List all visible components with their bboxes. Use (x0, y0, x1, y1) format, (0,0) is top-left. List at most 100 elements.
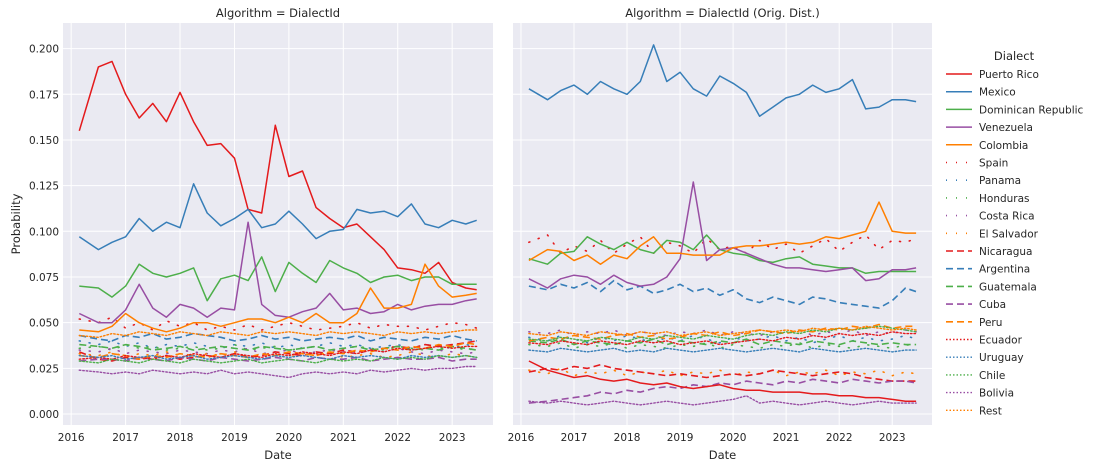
x-tick-label: 2019 (667, 432, 694, 444)
legend-item: Argentina (946, 264, 1030, 276)
x-tick-label: 2021 (773, 432, 800, 444)
legend-label: Ecuador (979, 335, 1023, 347)
x-tick-label: 2017 (561, 432, 588, 444)
series-line-cuba (528, 378, 917, 404)
series-line-costa-rica (528, 329, 917, 337)
series-line-mexico (528, 44, 917, 117)
series-line-puerto-rico (528, 360, 917, 402)
legend-label: Uruguay (979, 352, 1024, 364)
y-tick-label: 0.025 (29, 363, 59, 375)
legend-title: Dialect (994, 49, 1035, 63)
x-axis-label: Date (709, 448, 737, 462)
x-tick-label: 2020 (276, 432, 303, 444)
y-tick-label: 0.000 (29, 409, 59, 421)
x-tick-label: 2018 (167, 432, 194, 444)
x-tick-label: 2022 (826, 432, 853, 444)
legend-item: Panama (946, 175, 1021, 187)
legend-label: Rest (979, 405, 1002, 417)
series-line-nicaragua (528, 363, 917, 382)
series-line-argentina (79, 332, 477, 342)
series-line-bolivia (528, 395, 917, 406)
y-tick-label: 0.100 (29, 226, 59, 238)
legend-item: Bolivia (946, 388, 1014, 400)
series-line-venezuela (78, 221, 477, 324)
series-line-mexico (78, 183, 477, 251)
series-line-rest (78, 329, 478, 338)
facet-1: 0.000 0.025 0.050 0.075 0.100 0.125 0.150 0.175… (29, 6, 493, 462)
facet-title: Algorithm = DialectId (Orig. Dist.) (625, 6, 820, 20)
legend-item: Chile (946, 370, 1005, 382)
y-axis-label: Probability (9, 193, 23, 254)
legend-item: Ecuador (946, 335, 1023, 347)
x-tick-label: 2021 (330, 432, 357, 444)
series-line-venezuela (528, 181, 917, 289)
legend-label: Panama (979, 175, 1021, 187)
series-line-honduras (528, 341, 917, 350)
legend-label: Nicaragua (979, 246, 1032, 258)
series-line-spain (78, 316, 478, 331)
series-line-chile (78, 354, 478, 364)
x-tick-label: 2018 (614, 432, 641, 444)
legend-label: El Salvador (979, 228, 1039, 240)
series-line-colombia (79, 263, 477, 333)
legend-item: El Salvador (946, 228, 1039, 240)
legend-item: Puerto Rico (946, 69, 1039, 81)
facet-2: 2016 2017 2018 2019 2020 2021 2022 2023 Algorith… (508, 6, 932, 462)
legend-label: Costa Rica (979, 211, 1035, 223)
plot-area (513, 23, 932, 425)
legend-item: Spain (946, 158, 1008, 170)
legend-item: Guatemala (946, 281, 1037, 293)
x-tick-label: 2020 (720, 432, 747, 444)
series-lines (78, 60, 478, 379)
legend-label: Honduras (979, 193, 1030, 205)
legend-item: Dominican Republic (946, 104, 1084, 116)
series-line-uruguay (78, 354, 478, 360)
legend-item: Peru (946, 317, 1002, 329)
x-tick-label: 2016 (508, 432, 535, 444)
x-tick-label: 2017 (112, 432, 139, 444)
legend: Dialect Puerto Rico Mexico Dominican Republ… (946, 49, 1084, 417)
legend-label: Bolivia (979, 388, 1014, 400)
x-tick-label: 2022 (384, 432, 411, 444)
y-tick-label: 0.175 (29, 89, 59, 101)
x-tick-label: 2023 (879, 432, 906, 444)
legend-label: Dominican Republic (979, 104, 1084, 116)
series-line-guatemala (528, 338, 917, 346)
legend-item: Venezuela (946, 122, 1033, 134)
y-tick-label: 0.150 (29, 135, 59, 147)
x-axis-label: Date (264, 448, 292, 462)
legend-item: Honduras (946, 193, 1030, 205)
series-line-bolivia (78, 365, 478, 379)
legend-item: Rest (946, 405, 1002, 417)
series-line-spain (528, 234, 917, 254)
x-tick-label: 2023 (439, 432, 466, 444)
y-tick-label: 0.125 (29, 181, 59, 193)
legend-item: Uruguay (946, 352, 1024, 364)
legend-label: Colombia (979, 140, 1028, 152)
series-line-el-salvador (528, 367, 917, 377)
series-line-argentina (528, 279, 917, 309)
series-line-peru (528, 323, 917, 342)
legend-label: Venezuela (979, 122, 1033, 134)
y-tick-label: 0.075 (29, 272, 59, 284)
legend-label: Spain (979, 158, 1008, 170)
legend-item: Nicaragua (946, 246, 1032, 258)
series-line-ecuador (78, 345, 478, 360)
series-line-colombia (528, 201, 917, 265)
legend-label: Peru (979, 317, 1002, 329)
plot-area (63, 23, 493, 425)
x-tick-label: 2016 (58, 432, 85, 444)
series-line-nicaragua (79, 340, 477, 362)
series-line-puerto-rico (78, 60, 477, 291)
series-line-dominican-republic (79, 256, 477, 302)
series-line-ecuador (528, 331, 917, 346)
y-tick-label: 0.200 (29, 44, 59, 56)
series-line-guatemala (79, 343, 477, 351)
legend-label: Guatemala (979, 281, 1037, 293)
legend-item: Costa Rica (946, 211, 1035, 223)
facet-title: Algorithm = DialectId (216, 6, 340, 20)
legend-label: Chile (979, 370, 1005, 382)
legend-label: Argentina (979, 264, 1030, 276)
series-line-uruguay (528, 347, 917, 353)
